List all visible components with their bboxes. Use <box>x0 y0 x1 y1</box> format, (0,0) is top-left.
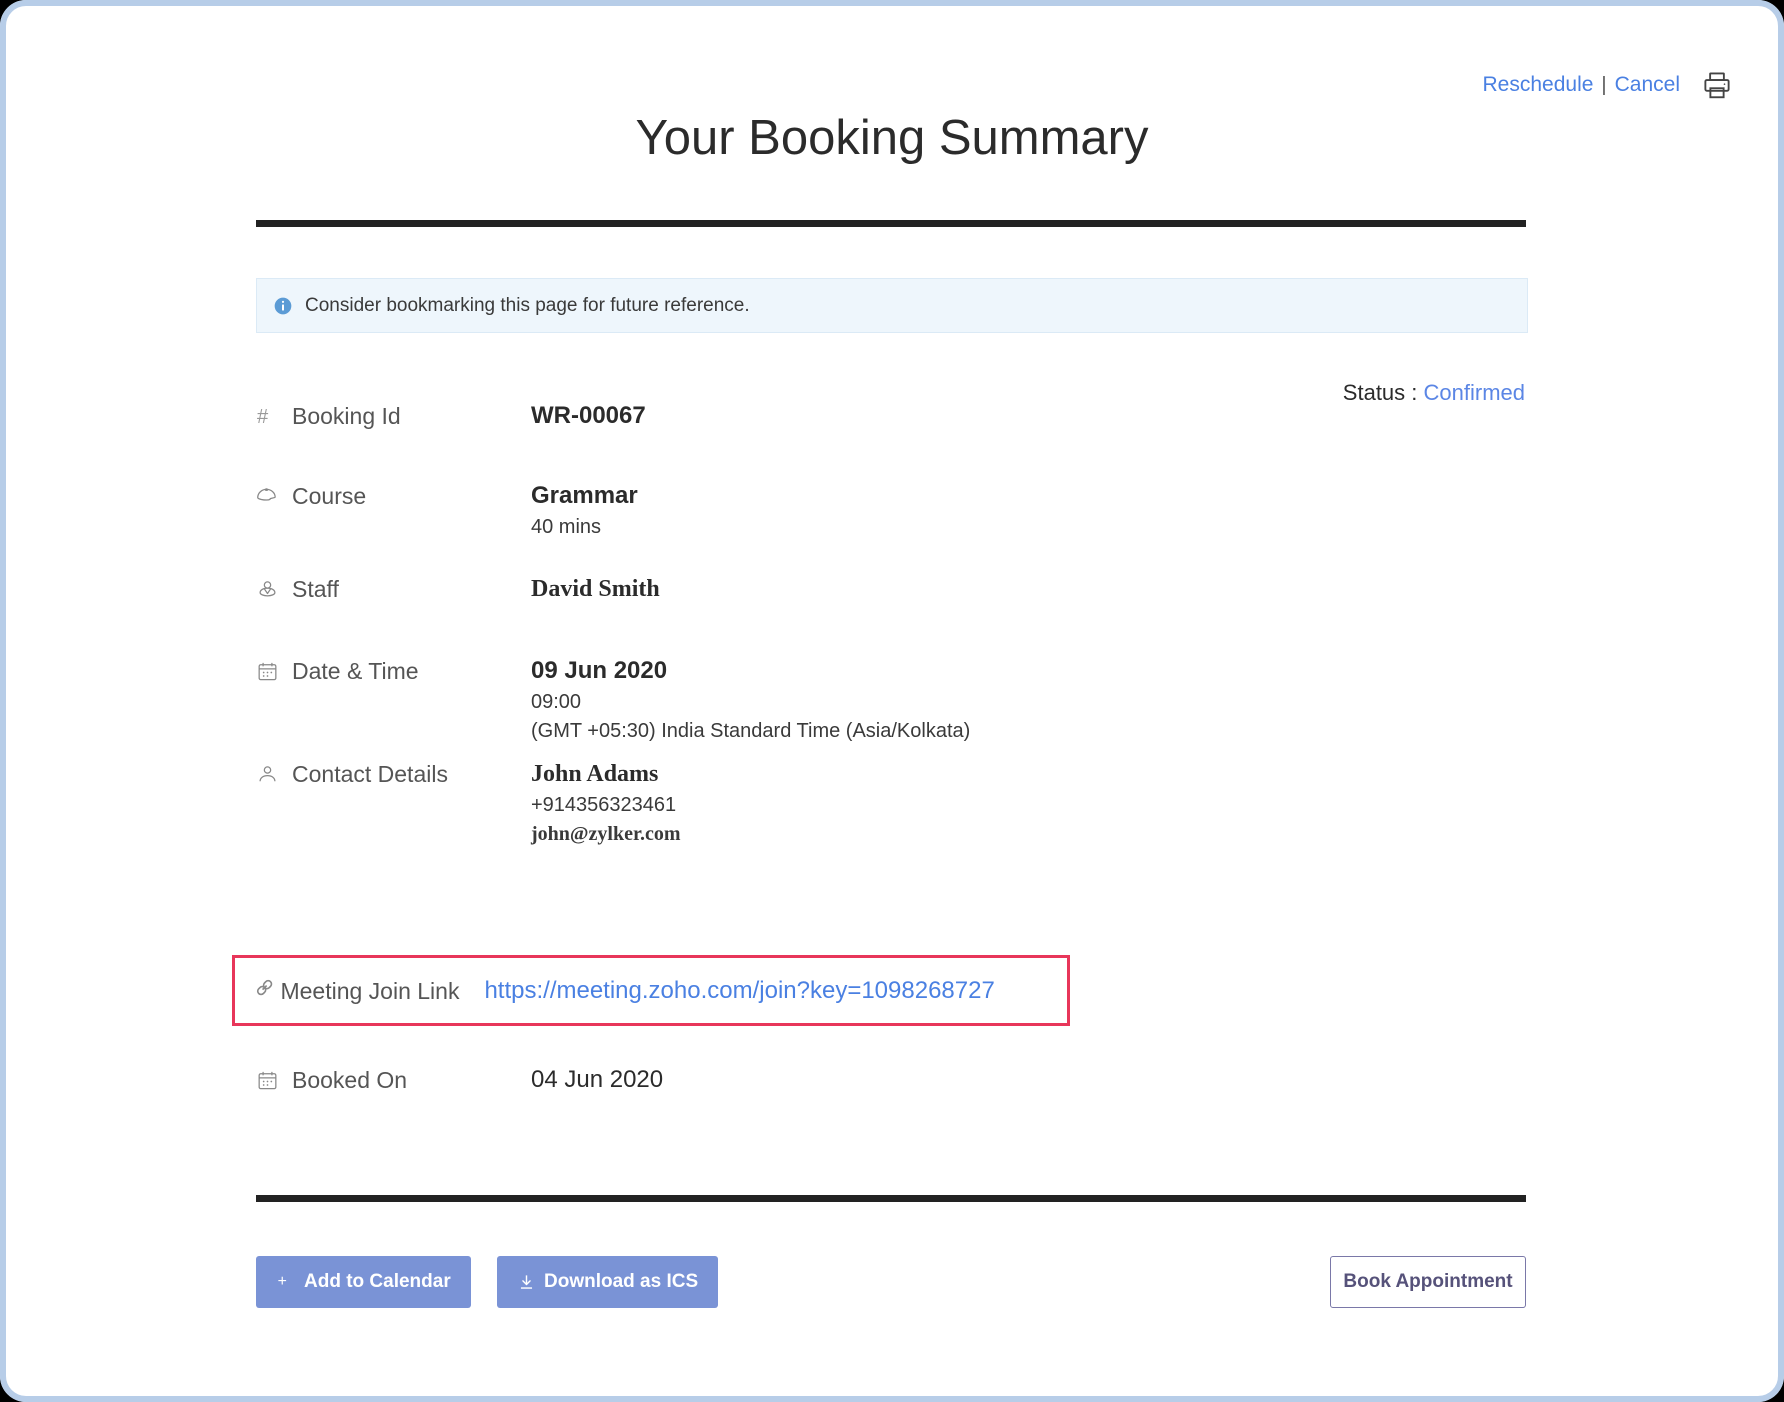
svg-text:+: + <box>278 1273 287 1290</box>
svg-text:#: # <box>257 406 269 428</box>
